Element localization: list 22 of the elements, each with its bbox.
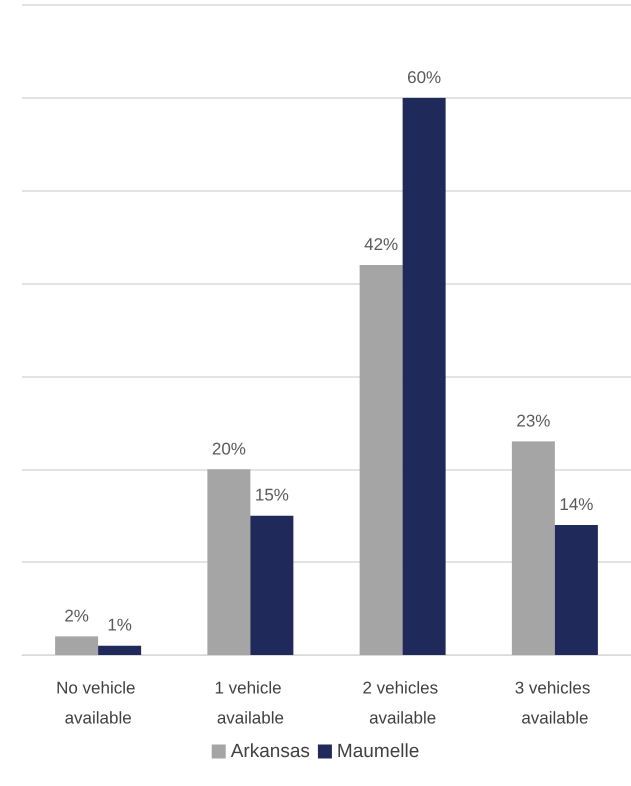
- data-label: 14%: [559, 495, 594, 514]
- data-label: 1%: [107, 616, 132, 635]
- bar: [250, 516, 294, 655]
- bar: [207, 469, 250, 655]
- data-label: 2%: [64, 606, 89, 626]
- data-label: 42%: [364, 235, 398, 254]
- bar: [554, 525, 598, 655]
- data-label: 60%: [407, 68, 442, 87]
- data-label: 23%: [516, 411, 550, 430]
- legend-label: Maumelle: [336, 741, 420, 762]
- x-tick-label: 2 vehicles available: [362, 678, 443, 728]
- bar: [55, 636, 98, 655]
- x-tick-label: No vehicle available: [56, 678, 140, 728]
- x-tick-label: 1 vehicle available: [214, 678, 286, 728]
- x-tick-label: 3 vehicles available: [514, 678, 596, 728]
- data-label: 15%: [254, 486, 289, 505]
- bar: [98, 646, 142, 655]
- bar: [402, 98, 446, 655]
- legend-label: Arkansas: [230, 741, 310, 762]
- data-label: 20%: [212, 439, 246, 458]
- bar: [512, 441, 555, 655]
- bar: [360, 265, 403, 655]
